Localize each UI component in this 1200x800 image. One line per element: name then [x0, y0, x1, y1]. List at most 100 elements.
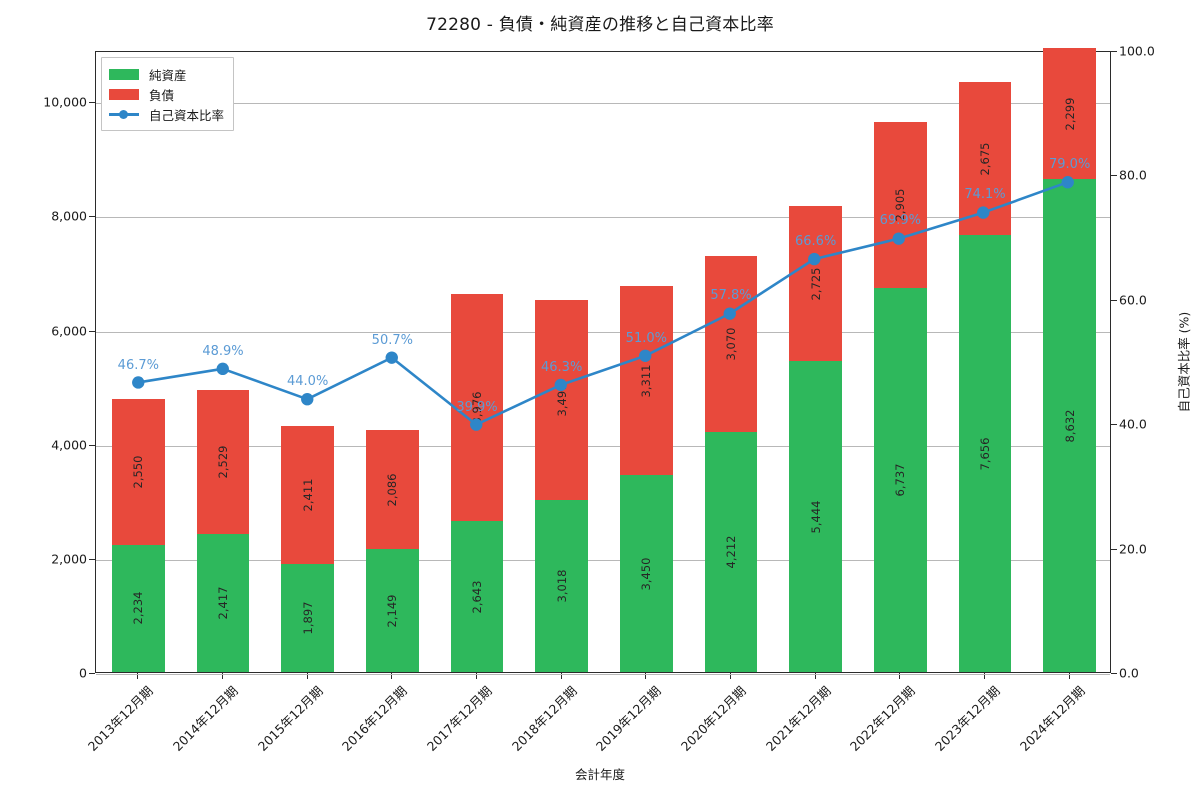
x-tick-mark: [391, 673, 393, 679]
bar-group[interactable]: 8,632 2,299: [1043, 48, 1096, 672]
y-tick-mark-left: [89, 216, 95, 218]
ratio-marker[interactable]: [301, 393, 314, 406]
page-title: 72280 - 負債・純資産の推移と自己資本比率: [426, 15, 774, 35]
chart-legend: 純資産負債自己資本比率: [101, 57, 235, 131]
bar-group[interactable]: 6,737 2,905: [874, 50, 927, 672]
bar-group[interactable]: 5,444 2,725: [789, 50, 842, 672]
y-tick-label-right: 100.0: [1119, 43, 1155, 59]
ratio-marker[interactable]: [808, 252, 821, 266]
bar-segment-equity[interactable]: 1,897: [281, 563, 334, 672]
ratio-marker[interactable]: [723, 307, 736, 320]
x-tick-label: 2018年12月期: [508, 683, 580, 754]
bar-series-container: 2,234 2,550 2,417 2,529 1,897 2,411 2,149 2,086…: [96, 48, 1110, 672]
ratio-marker[interactable]: [554, 378, 567, 392]
ratio-line-series: [132, 176, 1074, 431]
bar-segment-liabilities[interactable]: 2,905: [874, 121, 927, 288]
bar-segment-liabilities[interactable]: 3,070: [704, 256, 758, 432]
ratio-marker[interactable]: [216, 362, 229, 376]
y-tick-mark-left: [89, 673, 95, 674]
legend-item[interactable]: 純資産: [109, 64, 224, 84]
bar-group[interactable]: 4,212 3,070: [704, 50, 758, 672]
y-tick-mark-right: [1111, 299, 1117, 301]
bar-segment-equity[interactable]: 4,212: [704, 431, 758, 672]
bar-segment-liabilities[interactable]: 3,497: [535, 300, 588, 500]
ratio-polyline: [136, 180, 1070, 426]
ratio-marker[interactable]: [132, 376, 145, 389]
bar-segment-liabilities[interactable]: 2,086: [366, 430, 419, 550]
y-tick-label-right: 60.0: [1119, 292, 1147, 308]
legend-item[interactable]: 負債: [109, 84, 224, 104]
ratio-marker[interactable]: [977, 206, 990, 219]
bar-segment-equity[interactable]: 7,656: [958, 235, 1012, 672]
y-tick-label-right: 40.0: [1119, 416, 1147, 432]
bar-segment-liabilities[interactable]: 2,725: [789, 205, 842, 362]
bar-segment-equity[interactable]: 3,018: [535, 499, 588, 672]
ratio-marker[interactable]: [1061, 176, 1074, 189]
bar-segment-equity[interactable]: 3,450: [620, 475, 673, 672]
y-tick-label-left: 4,000: [51, 437, 87, 453]
bar-group[interactable]: 2,417 2,529: [196, 50, 250, 672]
legend-item-label: 負債: [149, 87, 175, 103]
bar-group[interactable]: 3,450 3,311: [620, 50, 673, 672]
x-tick-label: 2017年12月期: [423, 683, 495, 754]
ratio-marker[interactable]: [639, 349, 652, 362]
ratio-value-label: 74.1%: [964, 187, 1006, 203]
bar-group[interactable]: 1,897 2,411: [281, 50, 334, 672]
x-tick-label: 2014年12月期: [169, 683, 241, 754]
x-tick-label: 2021年12月期: [762, 683, 834, 754]
bar-group[interactable]: 3,018 3,497: [535, 50, 588, 672]
y-tick-label-right: 80.0: [1119, 167, 1147, 183]
x-tick-mark: [560, 673, 562, 679]
legend-item-label: 自己資本比率: [149, 107, 225, 123]
x-tick-mark: [137, 673, 139, 679]
bar-segment-liabilities[interactable]: 3,976: [450, 294, 504, 522]
y-tick-label-right: 20.0: [1119, 541, 1147, 557]
x-tick-label: 2016年12月期: [339, 683, 411, 754]
bar-segment-liabilities[interactable]: 3,311: [620, 286, 673, 476]
gridline: [96, 217, 1110, 219]
y-tick-mark-right: [1111, 548, 1117, 550]
bar-segment-liabilities[interactable]: 2,411: [281, 426, 334, 564]
bar-segment-liabilities[interactable]: 2,299: [1043, 48, 1096, 180]
bar-segment-equity[interactable]: 6,737: [874, 287, 927, 672]
bar-segment-equity[interactable]: 2,417: [196, 534, 250, 672]
bar-segment-equity[interactable]: 2,234: [112, 544, 165, 672]
gridline: [96, 559, 1110, 561]
gridline: [96, 674, 1110, 675]
x-tick-mark: [222, 673, 223, 679]
bar-group[interactable]: 2,234 2,550: [112, 50, 165, 672]
bar-segment-equity[interactable]: 8,632: [1043, 179, 1096, 672]
y-tick-label-left: 10,000: [43, 94, 87, 110]
y-tick-mark-right: [1111, 424, 1117, 426]
ratio-value-label: 66.6%: [795, 233, 837, 249]
bar-segment-liabilities[interactable]: 2,529: [196, 389, 250, 535]
x-tick-mark: [306, 673, 308, 679]
x-axis-label: 会計年度: [574, 767, 625, 782]
legend-color-patch-icon: [109, 88, 139, 100]
legend-item[interactable]: 自己資本比率: [109, 104, 224, 124]
y-tick-label-left: 0: [79, 665, 87, 681]
ratio-value-label: 44.0%: [287, 374, 329, 390]
x-tick-label: 2013年12月期: [85, 683, 157, 754]
bar-group[interactable]: 2,643 3,976: [450, 50, 504, 672]
x-tick-mark: [730, 673, 731, 679]
ratio-marker[interactable]: [892, 232, 905, 245]
y-axis-label-right: 自己資本比率 (%): [1176, 311, 1192, 413]
bar-group[interactable]: 2,149 2,086: [366, 50, 419, 672]
bar-segment-equity[interactable]: 2,643: [450, 521, 504, 672]
ratio-value-label: 57.8%: [710, 288, 752, 304]
y-tick-mark-right: [1111, 673, 1117, 674]
y-tick-label-right: 0.0: [1119, 665, 1139, 681]
bar-segment-equity[interactable]: 5,444: [789, 361, 842, 672]
x-tick-mark: [1068, 673, 1070, 679]
x-tick-label: 2020年12月期: [677, 683, 749, 754]
ratio-marker[interactable]: [470, 418, 483, 431]
ratio-value-label: 48.9%: [202, 343, 244, 359]
bar-segment-equity[interactable]: 2,149: [366, 549, 419, 672]
x-tick-mark: [899, 673, 901, 679]
y-tick-mark-right: [1111, 175, 1117, 177]
bar-segment-liabilities[interactable]: 2,550: [112, 399, 165, 545]
ratio-marker[interactable]: [385, 351, 398, 364]
y-tick-label-left: 6,000: [51, 323, 87, 339]
